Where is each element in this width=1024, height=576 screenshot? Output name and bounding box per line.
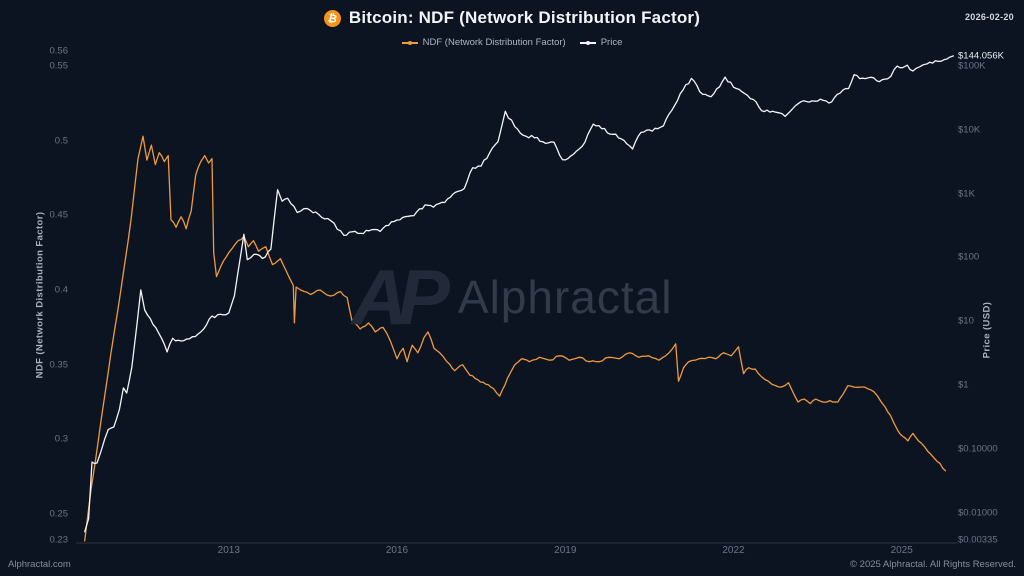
left-axis-tick-label: 0.4	[54, 284, 68, 296]
left-axis-tick-label: 0.45	[49, 209, 69, 221]
right-axis-tick-label: $0.10000	[958, 443, 998, 455]
left-axis-tick-label: 0.55	[49, 60, 69, 72]
legend-item-label: Price	[600, 37, 623, 48]
right-axis-tick-label: $100	[958, 251, 980, 263]
left-axis-tick-label: 0.5	[54, 135, 68, 147]
x-axis-tick-label: 2016	[385, 545, 409, 556]
right-axis-tick-label: $0.01000	[958, 507, 998, 519]
legend: NDF (Network Distribution Factor) Price	[0, 37, 1024, 48]
price-last-value-label: $144.056K	[958, 50, 1004, 62]
right-axis-tick-label: $100K	[958, 60, 986, 72]
bitcoin-icon: ₿	[322, 7, 343, 29]
legend-series-marker-icon	[579, 39, 596, 46]
chart-title: Bitcoin: NDF (Network Distribution Facto…	[348, 8, 701, 27]
left-axis-tick-label: 0.3	[54, 433, 68, 445]
price-line-series	[84, 55, 954, 533]
x-axis-tick-label: 2025	[890, 545, 913, 556]
right-axis-tick-label: $10K	[958, 124, 981, 136]
ndf-line-series	[84, 135, 947, 542]
x-axis-tick-label: 2019	[554, 545, 577, 556]
right-axis-tick-label: $10	[958, 315, 974, 327]
x-axis-tick-label: 2022	[722, 545, 745, 556]
x-axis-tick-label: 2013	[217, 545, 240, 556]
right-axis-title: Price (USD)	[981, 301, 993, 359]
left-axis-tick-label: 0.23	[49, 534, 69, 546]
chart-date: 2026-02-20	[964, 12, 1014, 22]
left-axis-tick-label: 0.25	[49, 508, 69, 520]
legend-item[interactable]: NDF (Network Distribution Factor)	[401, 37, 566, 48]
left-axis-tick-label: 0.35	[49, 359, 69, 371]
chart-header: ₿ Bitcoin: NDF (Network Distribution Fac…	[0, 7, 1024, 29]
right-axis-tick-label: $1	[958, 379, 969, 391]
right-axis-tick-label: $1K	[958, 188, 975, 200]
legend-item[interactable]: Price	[579, 37, 623, 48]
left-axis-tick-label: 0.56	[49, 45, 69, 57]
legend-item-label: NDF (Network Distribution Factor)	[422, 37, 566, 48]
footer-copyright: © 2025 Alphractal. All Rights Reserved.	[850, 559, 1016, 570]
legend-series-marker-icon	[401, 39, 418, 46]
footer-site-link: Alphractal.com	[8, 559, 71, 570]
right-axis-tick-label: $0.00335	[958, 534, 998, 546]
left-axis-title: NDF (Network Distribution Factor)	[34, 211, 46, 379]
